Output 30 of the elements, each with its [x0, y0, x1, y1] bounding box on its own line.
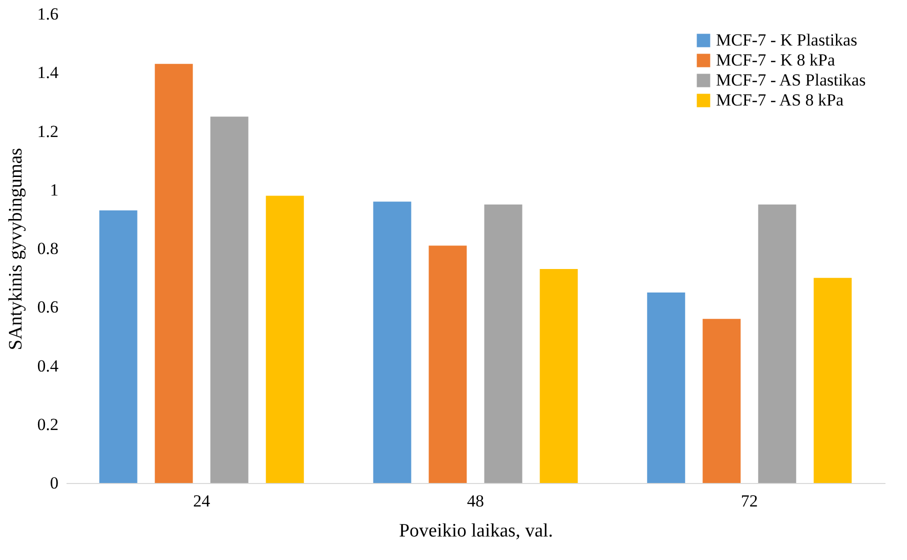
y-tick-label: 1: [50, 180, 58, 200]
bar: [540, 269, 578, 483]
legend-label: MCF-7 - AS Plastikas: [716, 70, 866, 90]
bar: [758, 204, 796, 483]
bar: [210, 116, 248, 483]
y-tick-label: 1.6: [37, 4, 58, 24]
legend-label: MCF-7 - K 8 kPa: [716, 50, 836, 70]
bar: [484, 204, 522, 483]
y-tick-label: 0.4: [37, 356, 59, 376]
bar: [373, 202, 412, 483]
x-tick-label: 48: [467, 492, 484, 510]
y-tick-label: 0.2: [37, 414, 58, 434]
bar: [647, 292, 686, 483]
bar: [428, 246, 467, 483]
y-tick-label: 0.8: [37, 239, 58, 258]
y-tick-label: 1.4: [37, 63, 59, 82]
y-axis-title: SAntykinis gyvybingumas: [5, 148, 26, 350]
x-tick-label: 72: [740, 492, 758, 510]
y-tick-label: 1.2: [37, 122, 58, 141]
bar: [814, 278, 852, 483]
y-tick-label: 0.6: [37, 298, 58, 317]
legend-label: MCF-7 - AS 8 kPa: [716, 90, 844, 110]
x-axis-title: Poveikio laikas, val.: [398, 520, 554, 542]
bar: [154, 64, 193, 483]
bar: [702, 318, 741, 483]
y-tick-label: 0: [50, 474, 58, 492]
bar: [266, 196, 304, 483]
x-tick-label: 24: [193, 492, 211, 510]
legend-label: MCF-7 - K Plastikas: [716, 30, 858, 50]
bar: [99, 210, 138, 483]
